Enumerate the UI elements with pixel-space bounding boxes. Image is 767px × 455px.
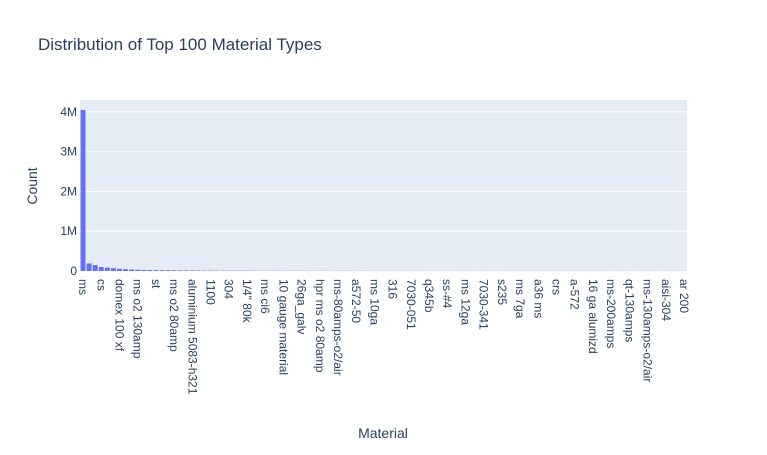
- x-tick-label: ms 12ga: [458, 279, 472, 325]
- y-tick-label: 4M: [60, 105, 77, 119]
- x-tick-label: ms o2 80amp: [167, 279, 181, 352]
- x-tick-label: 1100: [204, 279, 218, 305]
- x-tick-label: 26ga_galv: [295, 279, 309, 334]
- chart-title: Distribution of Top 100 Material Types: [38, 35, 322, 54]
- bar[interactable]: [135, 270, 140, 271]
- x-tick-label: ms-200amps: [604, 279, 618, 348]
- bar[interactable]: [87, 263, 92, 271]
- x-tick-label: 7030-051: [404, 279, 418, 330]
- bar[interactable]: [190, 270, 195, 271]
- bar[interactable]: [129, 269, 134, 271]
- x-tick-label: ss-#4: [440, 279, 454, 309]
- bar[interactable]: [99, 267, 104, 271]
- x-axis-title: Material: [358, 425, 408, 441]
- x-tick-label: domex 100 xf: [112, 279, 126, 352]
- bar[interactable]: [111, 268, 116, 271]
- x-tick-label: 10 gauge material: [276, 279, 290, 375]
- bar[interactable]: [178, 270, 183, 271]
- y-tick-label: 2M: [60, 184, 77, 198]
- x-tick-label: 7030-341: [477, 279, 491, 330]
- bar[interactable]: [184, 270, 189, 271]
- x-tick-label: aisi-304: [659, 279, 673, 321]
- y-axis-title: Count: [24, 167, 40, 204]
- y-tick-label: 1M: [60, 224, 77, 238]
- x-tick-label: ms 7ga: [513, 279, 527, 319]
- x-tick-label: 304: [222, 279, 236, 299]
- y-tick-label: 3M: [60, 145, 77, 159]
- bar[interactable]: [147, 270, 152, 271]
- bar[interactable]: [153, 270, 158, 271]
- x-tick-label: crs: [550, 279, 564, 295]
- x-tick-label: aluminium 5083-h321: [185, 279, 199, 395]
- x-tick-label: st: [149, 279, 163, 289]
- x-tick-label: ar 200: [677, 279, 691, 313]
- x-tick-label: q345b: [422, 279, 436, 313]
- y-tick-label: 0: [70, 264, 77, 278]
- bar[interactable]: [93, 265, 98, 271]
- bar[interactable]: [81, 110, 86, 271]
- bar[interactable]: [123, 269, 128, 271]
- bar[interactable]: [172, 270, 177, 271]
- x-tick-label: cs: [94, 279, 108, 291]
- bar[interactable]: [105, 268, 110, 271]
- x-tick-label: qt-130amps: [622, 279, 636, 342]
- x-tick-label: ms o2 130amp: [131, 279, 145, 359]
- x-tick-label: ms ci6: [258, 279, 272, 314]
- x-tick-label: a-572: [568, 279, 582, 310]
- bar[interactable]: [141, 270, 146, 271]
- bar[interactable]: [117, 269, 122, 271]
- x-tick-label: 16 ga alumizd: [586, 279, 600, 354]
- x-tick-label: 1/4" 80k: [240, 279, 254, 324]
- bar[interactable]: [160, 270, 165, 271]
- x-tick-label: ms: [76, 279, 90, 295]
- x-tick-label: ms 10ga: [367, 279, 381, 325]
- bar[interactable]: [166, 270, 171, 271]
- x-tick-label: 316: [386, 279, 400, 299]
- x-tick-label: a572-50: [349, 279, 363, 323]
- x-tick-label: a36 ms: [531, 279, 545, 318]
- plot-area: [80, 100, 687, 271]
- x-tick-label: ms-130amps-o2/air: [641, 279, 655, 382]
- x-tick-label: hpr ms o2 80amp: [313, 279, 327, 373]
- x-tick-label: ms-80amps-o2/air: [331, 279, 345, 376]
- x-tick-label: s235: [495, 279, 509, 305]
